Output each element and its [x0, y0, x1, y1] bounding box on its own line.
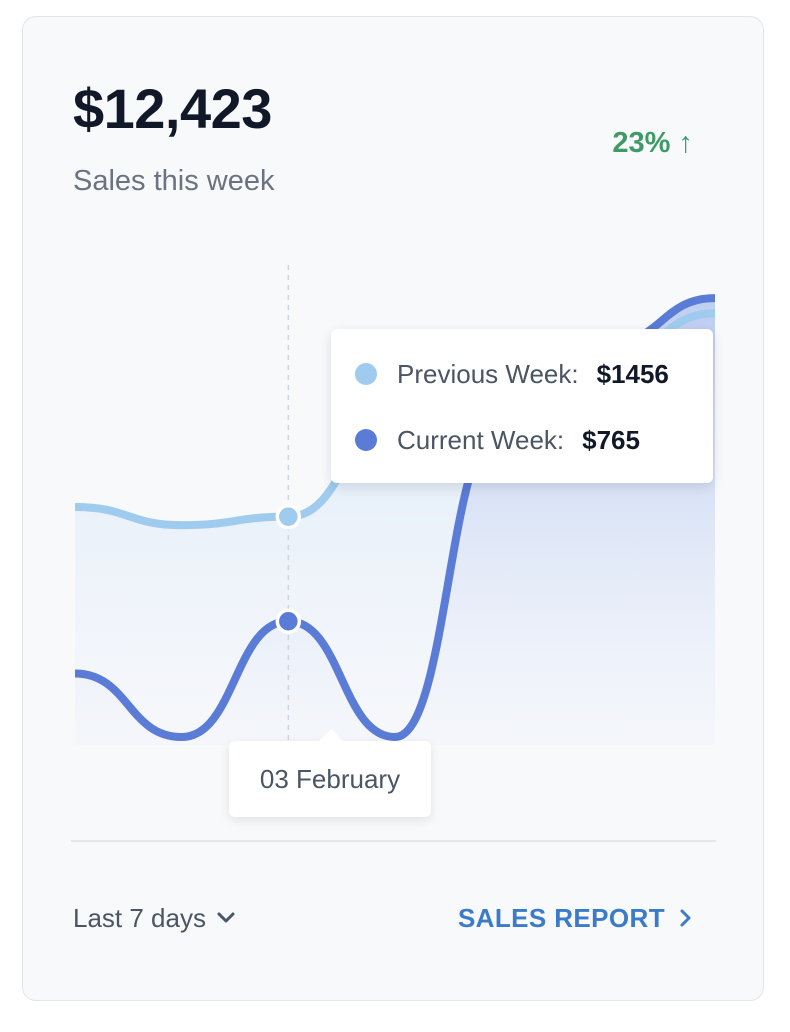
chevron-down-icon [217, 912, 235, 923]
chevron-right-icon [680, 909, 691, 927]
sales-amount: $12,423 [73, 77, 272, 140]
previous-week-dot-icon [355, 363, 377, 385]
sales-report-link[interactable]: SALES REPORT [458, 905, 693, 931]
sales-subtitle: Sales this week [73, 165, 275, 197]
previous-week-point [275, 503, 302, 530]
previous-week-value: $1456 [596, 359, 669, 389]
date-range-label: Last 7 days [73, 903, 206, 933]
change-badge: 23% ↑ [612, 127, 693, 159]
sales-card: $12,423 Sales this week 23% ↑ Previous W… [22, 16, 764, 1001]
current-week-value: $765 [582, 425, 640, 455]
tooltip-row-current: Current Week: $765 [355, 427, 640, 453]
chart-tooltip: Previous Week: $1456 Current Week: $765 [331, 329, 713, 483]
previous-week-label: Previous Week: [397, 359, 579, 389]
current-week-dot-icon [355, 429, 377, 451]
divider [71, 840, 716, 842]
sales-report-label: SALES REPORT [457, 903, 665, 933]
date-range-dropdown[interactable]: Last 7 days [73, 905, 236, 931]
current-week-label: Current Week: [397, 425, 565, 455]
date-label: 03 February [229, 729, 431, 817]
current-week-point [275, 608, 302, 634]
tooltip-row-previous: Previous Week: $1456 [355, 361, 669, 387]
